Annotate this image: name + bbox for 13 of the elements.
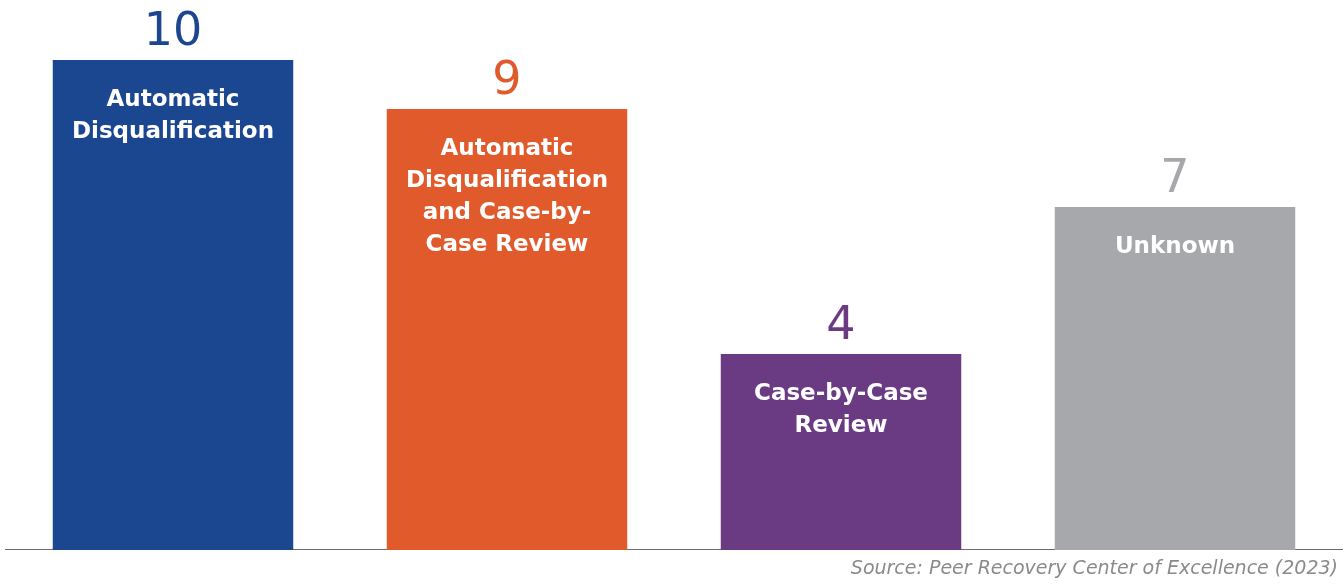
bar: [386, 109, 628, 550]
data-label: 10: [143, 1, 203, 56]
x-tick-label: Unknown: [1113, 231, 1237, 260]
bar: [1054, 207, 1296, 550]
data-label: 4: [826, 295, 856, 350]
x-tick-label: Automatic Disqualification and Case-by-Case Review: [404, 133, 609, 258]
source-note: Source: Peer Recovery Center of Excellence (2023): [850, 556, 1338, 578]
x-tick-label: Case-by-Case Review: [753, 378, 929, 439]
data-label: 7: [1160, 148, 1190, 203]
bar: [720, 354, 962, 550]
bar: [52, 60, 294, 550]
data-label: 9: [492, 50, 522, 105]
x-tick-label: Automatic Disqualification: [70, 84, 275, 145]
